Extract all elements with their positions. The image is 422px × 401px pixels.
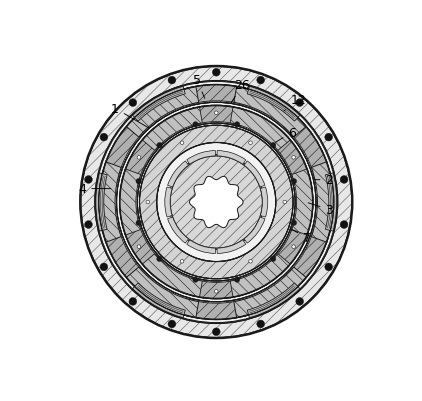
Circle shape (129, 99, 137, 107)
Wedge shape (247, 283, 300, 318)
Circle shape (84, 176, 92, 184)
Wedge shape (284, 116, 331, 182)
Wedge shape (230, 108, 290, 151)
Wedge shape (270, 219, 310, 274)
Circle shape (325, 263, 333, 271)
Wedge shape (325, 173, 337, 232)
Circle shape (100, 134, 108, 142)
Wedge shape (244, 162, 265, 188)
Wedge shape (244, 217, 265, 243)
Circle shape (157, 257, 162, 262)
Wedge shape (140, 126, 293, 279)
Circle shape (214, 290, 218, 294)
Wedge shape (234, 87, 306, 138)
Wedge shape (168, 162, 189, 188)
Circle shape (291, 179, 297, 184)
Wedge shape (270, 131, 310, 186)
Circle shape (170, 156, 262, 249)
Wedge shape (230, 254, 290, 297)
Wedge shape (168, 217, 189, 243)
Wedge shape (311, 162, 333, 243)
Circle shape (340, 176, 348, 184)
Wedge shape (133, 283, 185, 318)
Circle shape (137, 156, 141, 160)
Circle shape (212, 328, 220, 336)
Wedge shape (99, 162, 121, 243)
Circle shape (249, 260, 252, 263)
Circle shape (257, 320, 265, 328)
Wedge shape (119, 106, 313, 299)
Circle shape (180, 260, 184, 263)
Wedge shape (247, 87, 300, 122)
Wedge shape (143, 254, 202, 297)
Text: 3: 3 (308, 203, 333, 217)
Circle shape (193, 122, 198, 128)
Circle shape (168, 77, 176, 85)
Circle shape (249, 142, 252, 145)
Circle shape (214, 111, 218, 115)
Text: 5: 5 (193, 74, 205, 99)
Text: 1: 1 (111, 103, 149, 128)
Circle shape (146, 201, 150, 204)
Wedge shape (122, 219, 162, 274)
Text: 4: 4 (78, 183, 111, 196)
Circle shape (292, 245, 295, 249)
Circle shape (296, 99, 303, 107)
Wedge shape (165, 188, 172, 217)
Wedge shape (99, 85, 334, 320)
Wedge shape (187, 240, 216, 254)
Wedge shape (143, 108, 202, 151)
Circle shape (291, 221, 297, 226)
Text: 12: 12 (284, 93, 306, 112)
Wedge shape (120, 170, 141, 235)
Wedge shape (217, 240, 246, 254)
Wedge shape (187, 151, 216, 165)
Circle shape (129, 298, 137, 306)
Wedge shape (122, 131, 162, 186)
Circle shape (84, 221, 92, 229)
Circle shape (271, 257, 276, 262)
Circle shape (136, 179, 141, 184)
Wedge shape (187, 279, 246, 298)
Circle shape (81, 67, 352, 338)
Polygon shape (189, 177, 243, 228)
Circle shape (292, 156, 295, 160)
Text: 26: 26 (231, 79, 250, 103)
Circle shape (168, 320, 176, 328)
Circle shape (193, 277, 198, 283)
Wedge shape (284, 223, 331, 289)
Wedge shape (102, 223, 149, 289)
Text: 2: 2 (314, 174, 333, 187)
Wedge shape (292, 170, 312, 235)
Wedge shape (180, 86, 252, 107)
Circle shape (283, 201, 287, 204)
Text: 7: 7 (290, 229, 311, 245)
Circle shape (100, 263, 108, 271)
Wedge shape (133, 87, 185, 122)
Wedge shape (127, 267, 199, 318)
Wedge shape (95, 173, 107, 232)
Circle shape (137, 245, 141, 249)
Circle shape (212, 69, 220, 77)
Circle shape (157, 143, 162, 148)
Wedge shape (180, 298, 252, 319)
Circle shape (136, 221, 141, 226)
Circle shape (234, 277, 240, 283)
Circle shape (340, 221, 348, 229)
Wedge shape (81, 67, 352, 338)
Circle shape (257, 77, 265, 85)
Circle shape (296, 298, 303, 306)
Wedge shape (187, 107, 246, 126)
Wedge shape (260, 188, 268, 217)
Wedge shape (102, 116, 149, 182)
Circle shape (234, 122, 240, 128)
Circle shape (325, 134, 333, 142)
Wedge shape (127, 87, 199, 138)
Circle shape (271, 143, 276, 148)
Circle shape (180, 142, 184, 145)
Text: 6: 6 (275, 126, 296, 143)
Wedge shape (234, 267, 306, 318)
Wedge shape (217, 151, 246, 165)
